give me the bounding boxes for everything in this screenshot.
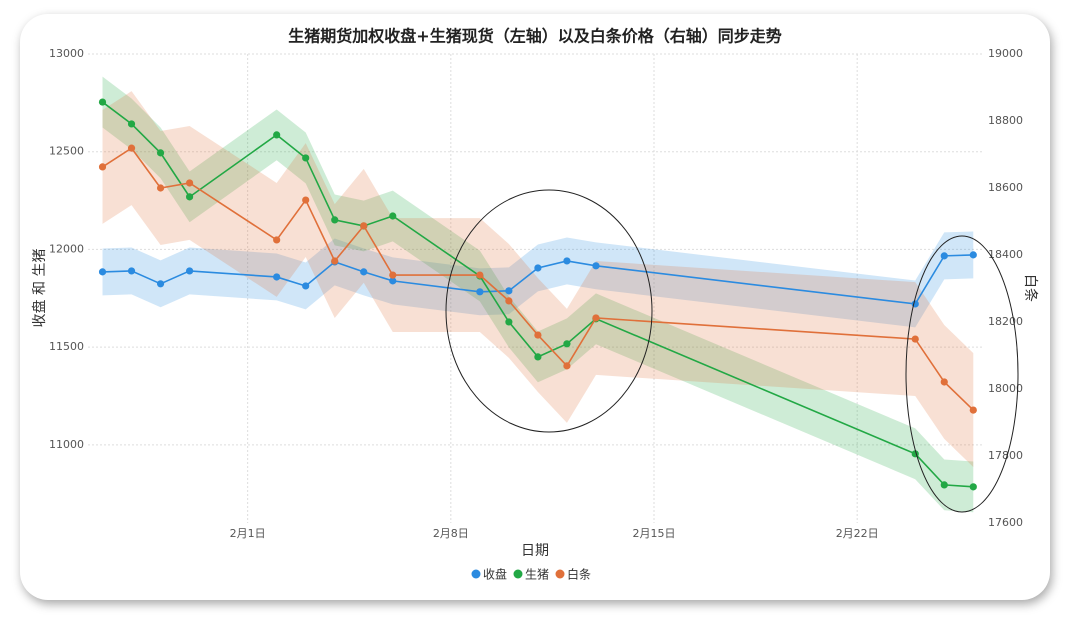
point [592,262,600,270]
point [273,236,281,244]
point [969,406,977,414]
y-axis-label: 收盘 和 生猪 [31,249,48,328]
point [940,481,948,489]
point [505,297,513,305]
y-tick-label: 13000 [49,47,84,60]
point [940,378,948,386]
legend-marker [555,569,565,579]
x-tick-label: 2月15日 [633,527,676,540]
y2-tick-label: 17800 [988,449,1023,462]
point [98,268,107,276]
point [505,318,513,326]
y2-tick-label: 18600 [988,181,1023,194]
point [331,257,339,265]
x-tick-label: 2月22日 [836,527,879,540]
point [360,222,368,230]
point [940,252,948,260]
point [185,267,194,275]
point [156,280,165,288]
confidence-band [102,231,974,328]
point [911,335,919,343]
point [969,251,977,259]
x-tick-label: 2月1日 [230,527,266,540]
point [98,98,107,106]
y2-tick-label: 18400 [988,248,1023,261]
x-tick-label: 2月8日 [433,527,469,540]
point [302,154,310,162]
point [534,264,542,272]
x-axis-label: 日期 [521,543,549,559]
point [156,149,165,157]
point [185,179,194,187]
point [476,271,484,279]
highlight-ellipse [905,235,1019,513]
y-tick-label: 11500 [49,340,84,353]
point [302,196,310,204]
point [563,362,571,370]
point [592,314,600,322]
point [302,282,310,290]
point [505,287,513,295]
point [273,131,281,139]
confidence-band [102,91,974,468]
y2-tick-label: 17600 [988,516,1023,529]
legend-label: 白条 [567,567,591,582]
point [156,184,165,192]
point [127,267,136,275]
legend-marker [471,569,481,579]
legend-marker [513,569,523,579]
highlight-ellipse [445,189,653,433]
legend-label: 生猪 [525,568,549,582]
point [185,193,194,201]
point [563,340,571,348]
point [98,163,107,171]
y2-tick-label: 18800 [988,114,1023,127]
point [127,144,136,152]
point [389,212,397,220]
point [389,277,397,285]
y2-tick-label: 19000 [988,47,1023,60]
point [476,288,484,296]
legend-label: 收盘 [483,567,507,582]
y2-tick-label: 18000 [988,382,1023,395]
chart-title: 生猪期货加权收盘+生猪现货（左轴）以及白条价格（右轴）同步走势 [288,27,781,46]
point [389,271,397,279]
plot: 11000 11500 12000 12500 13000 17600 17800 18000… [49,47,1023,540]
point [969,483,977,491]
point [331,216,339,224]
y-tick-label: 12500 [49,145,84,158]
point [534,353,542,361]
y-tick-label: 11000 [49,438,84,451]
y2-axis-label: 白条 [1022,274,1039,302]
y2-tick-label: 18200 [988,315,1023,328]
confidence-band [102,76,974,513]
point [534,331,542,339]
point [127,120,136,128]
point [563,257,571,265]
card [20,14,1050,600]
point [273,273,281,281]
y-tick-label: 12000 [49,242,84,255]
point [360,268,368,276]
